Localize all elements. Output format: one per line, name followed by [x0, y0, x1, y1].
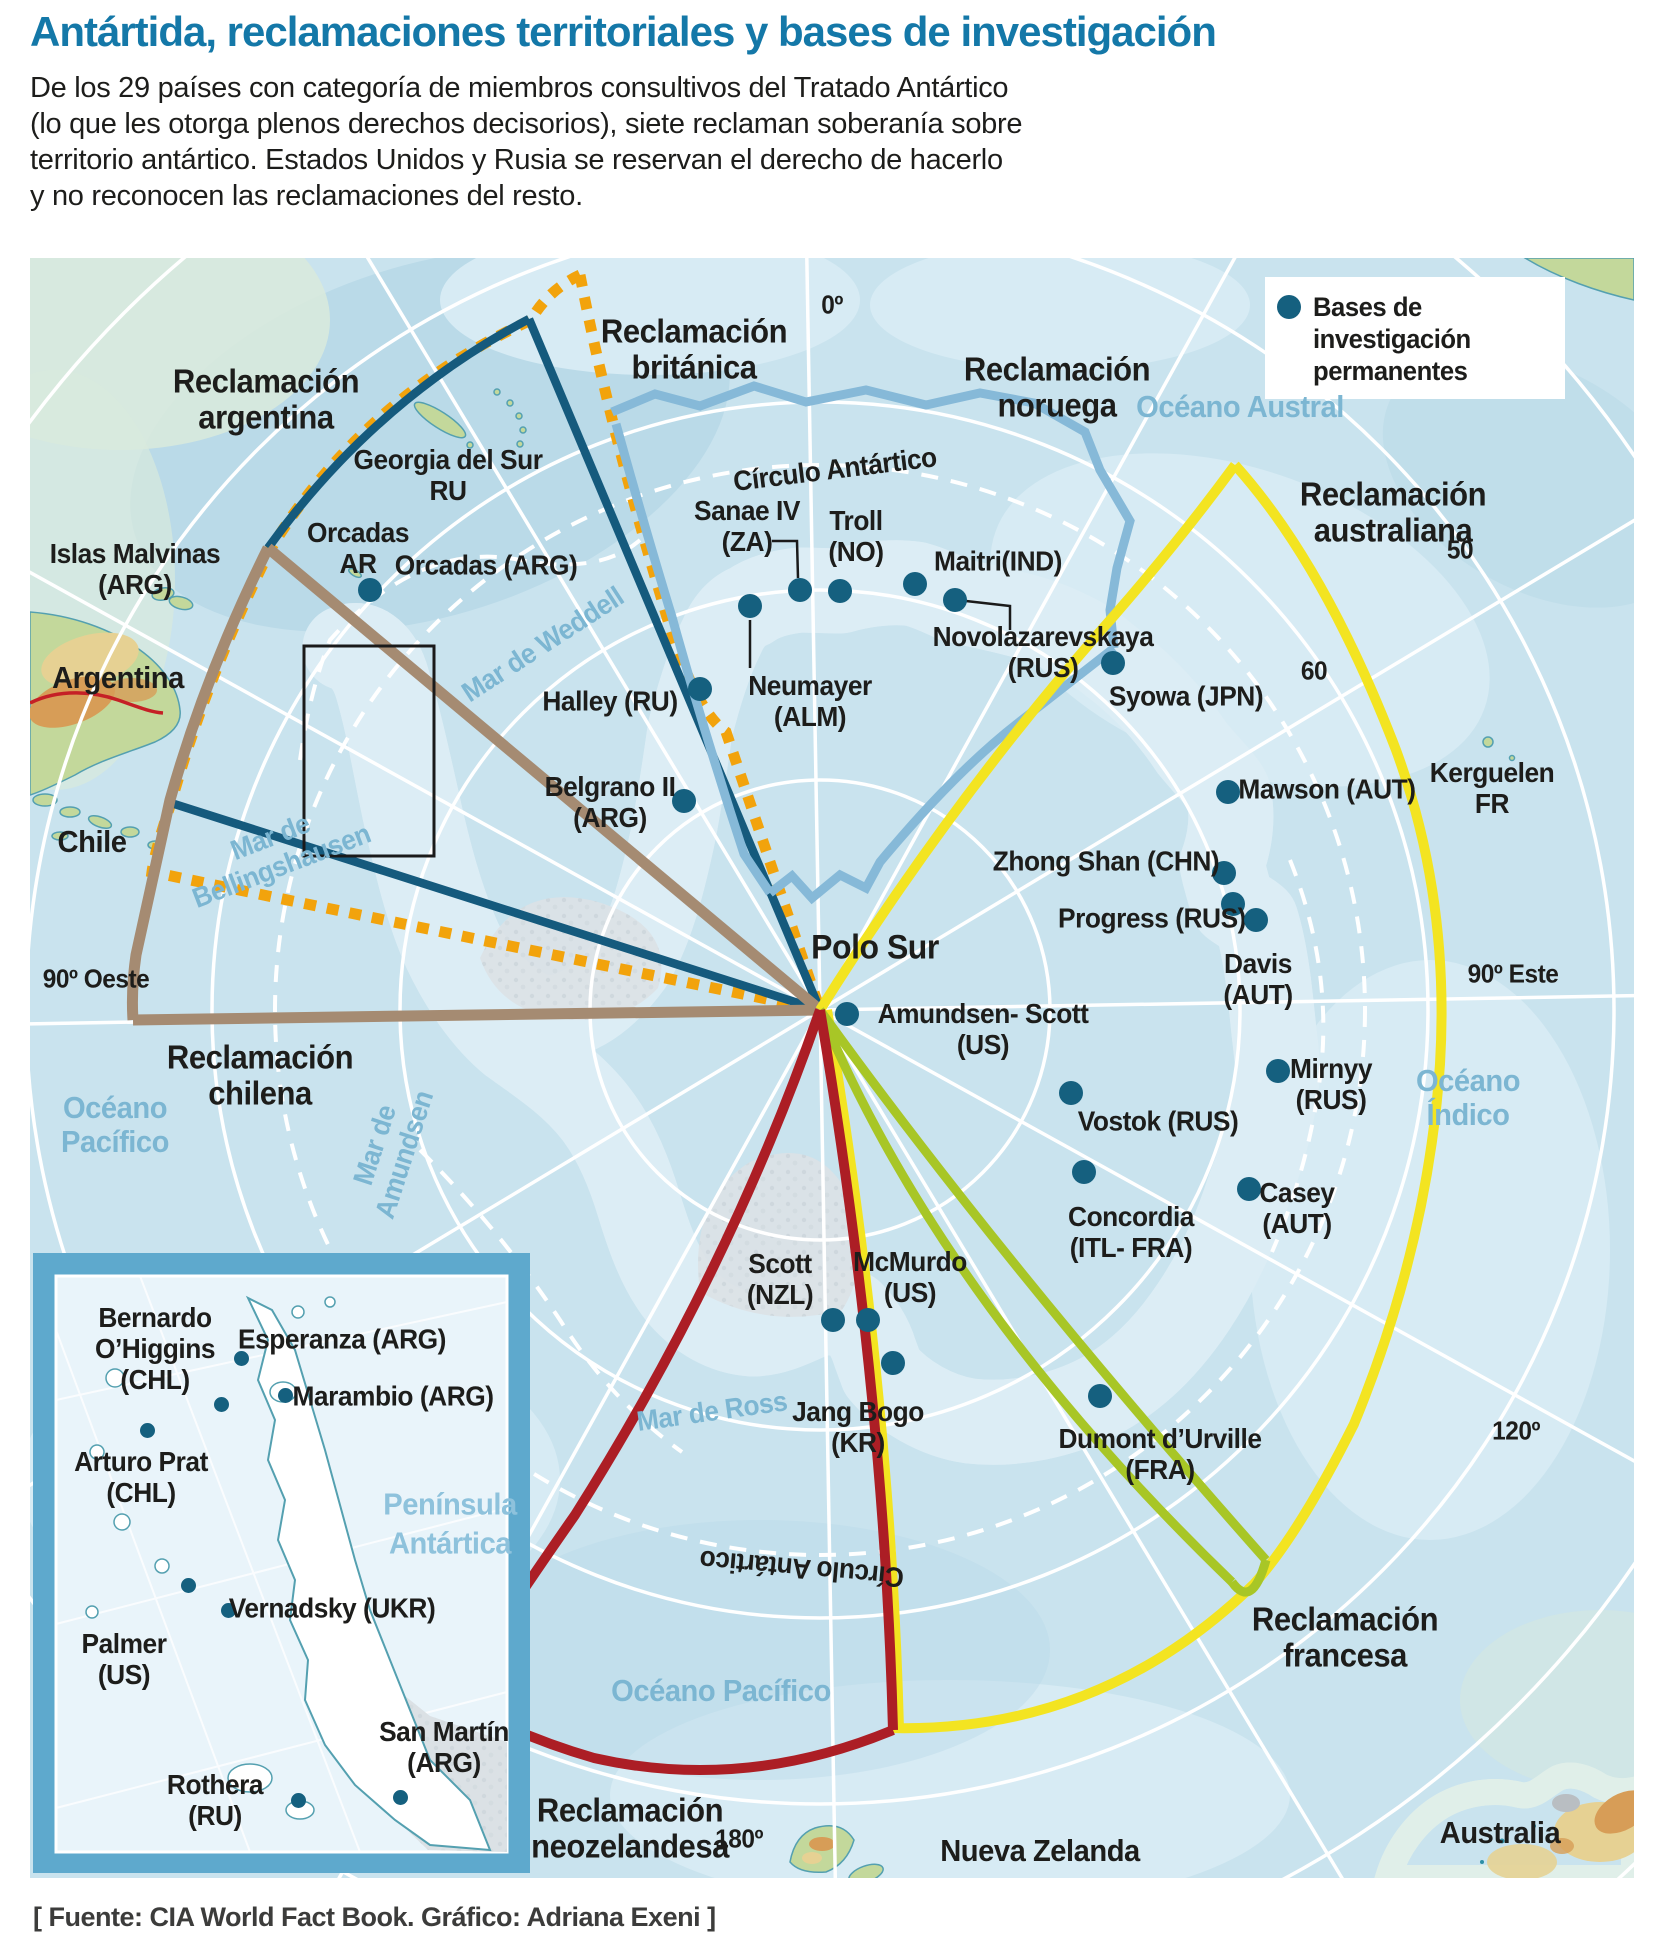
australia: [1374, 1776, 1634, 1878]
legend: Bases de investigación permanentes: [1265, 277, 1565, 399]
legend-base-dot-icon: [1277, 295, 1301, 319]
source-credit: [ Fuente: CIA World Fact Book. Gráfico: …: [33, 1902, 716, 1932]
intro-line-4: y no reconocen las reclamaciones del res…: [30, 180, 583, 212]
new-zealand: [789, 1825, 884, 1878]
peninsula-locator-box: [302, 644, 436, 858]
intro-line-3: territorio antártico. Estados Unidos y R…: [30, 144, 1003, 176]
legend-line-2: permanentes: [1313, 356, 1468, 386]
claim-australiana: [815, 461, 1447, 1734]
claim-chilena: [126, 543, 824, 1026]
claim-noruega: [610, 381, 1135, 905]
intro-line-2: (lo que les otorga plenos derechos decis…: [30, 108, 1023, 140]
intro-line-1: De los 29 países con categoría de miembr…: [30, 72, 1009, 104]
claim-francesa: [815, 1007, 1271, 1597]
islands: [151, 388, 1516, 762]
africa-tip: [1523, 258, 1634, 301]
page-title: Antártida, reclamaciones territoriales y…: [30, 8, 1217, 55]
peninsula-inset: [33, 1253, 530, 1873]
legend-line-1: Bases de investigación: [1313, 292, 1471, 354]
south-america: [30, 611, 181, 850]
